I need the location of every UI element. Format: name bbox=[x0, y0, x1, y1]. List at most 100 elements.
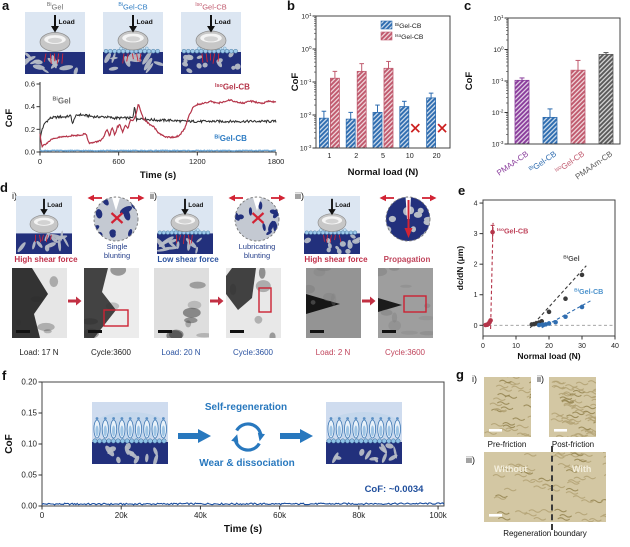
svg-text:Load: Load bbox=[215, 19, 231, 26]
recycle-icon bbox=[231, 422, 265, 452]
svg-text:0.00: 0.00 bbox=[21, 502, 37, 511]
d-ii-arrow-icon bbox=[210, 296, 224, 306]
d-ii-crack-inset bbox=[228, 194, 286, 242]
bigelcb-title-sup: Bi bbox=[118, 2, 124, 8]
panel-g-ii-label: ii) bbox=[537, 374, 544, 384]
d-i-arrow-icon bbox=[68, 296, 82, 306]
svg-text:10-1: 10-1 bbox=[300, 78, 312, 87]
isogelcb-title-sup: Iso bbox=[195, 2, 203, 8]
cof-annotation: CoF: ~0.0034 bbox=[364, 484, 424, 495]
d-i-micrograph-after bbox=[84, 268, 139, 338]
isogelcb-title: IsoGel-CB bbox=[181, 2, 241, 12]
panel-d-label: d bbox=[0, 180, 8, 195]
d-iii-load-caption: Load: 2 N bbox=[315, 348, 351, 357]
svg-text:101: 101 bbox=[493, 14, 504, 23]
svg-text:1: 1 bbox=[474, 292, 478, 299]
cof-vs-load-bar-chart: 10-3 10-2 10-1 100 101 CoF 1 2 5 10 20 BiGel-CB IsoG… bbox=[290, 12, 451, 178]
svg-text:60k: 60k bbox=[273, 511, 287, 520]
brush-surface-before-image bbox=[92, 402, 168, 464]
bigel-title-base: Gel bbox=[51, 2, 64, 12]
svg-text:4: 4 bbox=[474, 201, 478, 208]
bigel-title: BiGel bbox=[25, 2, 85, 12]
svg-text:101: 101 bbox=[301, 12, 312, 21]
brush-surface-after-image bbox=[326, 402, 402, 464]
longterm-cof-chart: 0 20k 40k 60k 80k 100k 0.00 0.05 0.10 0.15 0.20 Tim… bbox=[4, 378, 448, 536]
svg-text:BiGel: BiGel bbox=[52, 96, 70, 105]
svg-text:0.2: 0.2 bbox=[25, 125, 35, 134]
post-friction-micrograph bbox=[549, 377, 596, 437]
bigel-title-sup: Bi bbox=[46, 2, 52, 8]
svg-text:IsoGel-CB: IsoGel-CB bbox=[215, 83, 250, 92]
post-friction-caption: Post-friction bbox=[551, 440, 595, 449]
svg-text:dc/dN (μm): dc/dN (μm) bbox=[455, 246, 465, 291]
d-iii-force-label: High shear force bbox=[304, 255, 368, 264]
regeneration-micrograph bbox=[484, 452, 606, 522]
svg-text:0.4: 0.4 bbox=[25, 102, 35, 111]
svg-text:2: 2 bbox=[474, 262, 478, 269]
svg-text:Load: Load bbox=[137, 19, 153, 26]
svg-text:10: 10 bbox=[406, 151, 414, 160]
svg-text:Normal load (N): Normal load (N) bbox=[517, 351, 580, 361]
svg-text:10-3: 10-3 bbox=[492, 140, 504, 149]
svg-text:0: 0 bbox=[474, 323, 478, 330]
svg-text:BiGel: BiGel bbox=[563, 254, 580, 263]
panel-g-iii-label: iii) bbox=[466, 455, 475, 465]
svg-text:10-2: 10-2 bbox=[492, 108, 504, 117]
panel-d-ii-label: ii) bbox=[150, 191, 157, 201]
cof-vs-time-chart: 0 600 1200 1800 0.0 0.2 0.4 0.6 Time (s) CoF BiGel… bbox=[4, 80, 284, 182]
pre-friction-micrograph bbox=[484, 377, 531, 437]
svg-text:80k: 80k bbox=[352, 511, 366, 520]
svg-text:CoF: CoF bbox=[4, 109, 15, 128]
svg-text:0: 0 bbox=[481, 343, 485, 350]
d-ii-inset-caption: Lubricating blunting bbox=[238, 242, 276, 260]
svg-text:Time (s): Time (s) bbox=[140, 170, 176, 181]
svg-text:10-3: 10-3 bbox=[300, 144, 312, 153]
svg-text:2: 2 bbox=[354, 151, 358, 160]
svg-text:BiGel-CB: BiGel-CB bbox=[214, 134, 247, 143]
svg-text:20k: 20k bbox=[115, 511, 129, 520]
bigel-indenter-schematic: Load bbox=[25, 12, 85, 74]
svg-text:Time (s): Time (s) bbox=[224, 524, 262, 535]
svg-text:40k: 40k bbox=[194, 511, 208, 520]
svg-text:0.10: 0.10 bbox=[21, 440, 37, 449]
svg-text:Load: Load bbox=[335, 202, 350, 209]
right-arrow-icon bbox=[178, 429, 211, 443]
d-ii-load-caption: Load: 20 N bbox=[161, 348, 201, 357]
bigelcb-indenter-schematic: Load bbox=[103, 12, 163, 74]
d-ii-cycle-caption: Cycle:3600 bbox=[232, 348, 274, 357]
svg-text:IsoGel-CB: IsoGel-CB bbox=[497, 227, 528, 236]
panel-f-label: f bbox=[2, 368, 7, 383]
d-iii-micrograph-before bbox=[306, 268, 361, 338]
svg-text:40: 40 bbox=[611, 343, 619, 350]
cof-materials-bar-chart: 10-310-210-1100101CoFPMAA-CBBiGel-CBIsoG… bbox=[464, 14, 621, 181]
regeneration-boundary-caption: Regeneration boundary bbox=[503, 529, 587, 538]
d-iii-schematic: Load bbox=[304, 196, 360, 254]
panel-g-label: g bbox=[456, 367, 464, 382]
bigelcb-title: BiGel-CB bbox=[103, 2, 163, 12]
svg-text:CoF: CoF bbox=[464, 72, 475, 91]
self-regeneration-label: Self-regeneration bbox=[204, 402, 288, 413]
svg-text:100k: 100k bbox=[429, 511, 447, 520]
panel-e-label: e bbox=[458, 183, 466, 198]
svg-text:Normal load (N): Normal load (N) bbox=[348, 167, 419, 178]
svg-text:1800: 1800 bbox=[268, 157, 284, 166]
svg-text:0.05: 0.05 bbox=[21, 471, 37, 480]
pre-friction-caption: Pre-friction bbox=[487, 440, 527, 449]
isogelcb-indenter-schematic: Load bbox=[181, 12, 241, 74]
panel-d-i-label: i) bbox=[12, 191, 17, 201]
svg-text:1: 1 bbox=[327, 151, 331, 160]
svg-text:10-2: 10-2 bbox=[300, 111, 312, 120]
d-iii-arrow-icon bbox=[362, 296, 376, 306]
svg-text:Load: Load bbox=[59, 19, 75, 26]
panel-b-label: b bbox=[287, 0, 295, 13]
d-i-force-label: High shear force bbox=[14, 255, 78, 264]
svg-text:Load: Load bbox=[188, 202, 203, 209]
crack-growth-chart: 0 10 20 30 40 0 1 2 3 4 Normal load (N) dc/dN (μm) I… bbox=[455, 199, 619, 361]
d-i-load-caption: Load: 17 N bbox=[19, 348, 59, 357]
svg-text:IsoGel-CB: IsoGel-CB bbox=[395, 33, 424, 41]
svg-text:20: 20 bbox=[545, 343, 553, 350]
d-iii-micrograph-after bbox=[378, 268, 433, 338]
svg-text:PMAA-CB: PMAA-CB bbox=[495, 149, 530, 177]
svg-text:100: 100 bbox=[301, 45, 312, 54]
